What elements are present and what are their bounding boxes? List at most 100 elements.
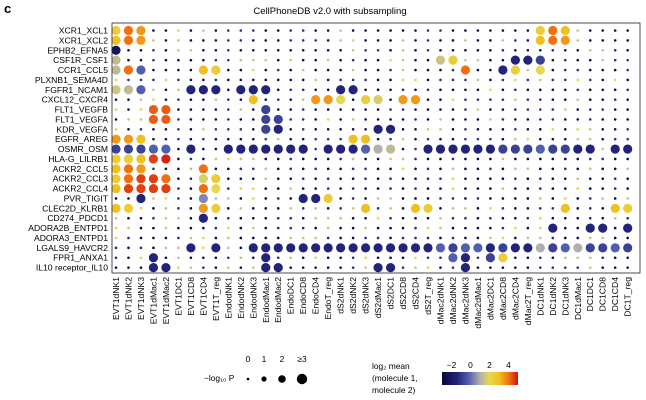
dot-XCR1_XCL2-dMac2dMac1 [476,39,480,42]
dot-KDR_VEGFA-dMac2CD8 [501,128,505,131]
dot-FPR1_ANXA1-DC1T_reg [626,256,629,260]
dot-PVR_TIGIT-EVT1CD8 [189,197,193,200]
dot-EGFR_AREG-EVT1dNK3 [136,134,146,144]
dot-XCR1_XCL2-EVT1dNK1 [111,35,121,45]
dot-PLXNB1_SEMA4D-EndodNK3 [251,78,255,82]
dot-HLA-G_LILRB1-dMac2CD4 [514,157,517,161]
dot-IL10 receptor_IL10-EVT1dNK3 [139,266,143,269]
dot-ADORA2B_ENTPD1-dMac2T_reg [526,226,530,230]
dot-ACKR2_CCL3-EVT1T_reg [211,174,221,184]
dot-OSMR_OSM-dS2DC1 [385,144,396,154]
dot-CCR1_CCL5-dS2dNK2 [351,68,355,72]
dot-ACKR2_CCL4-dMac2T_reg [526,187,530,190]
dot-ACKR2_CCL4-dS2DC1 [389,187,392,190]
dot-ADORA2B_ENTPD1-dS2DC1 [389,226,392,230]
dot-EPHB2_EFNA5-EndodMac1 [264,48,268,52]
dot-CCR1_CCL5-dS2dMac1 [376,68,380,72]
dot-XCR1_XCL2-EVT1CD4 [202,39,205,42]
dot-KDR_VEGFA-EVT1dNK3 [139,128,143,131]
dot-CLEC2D_KLRB1-EndoCD8 [301,207,305,210]
dot-EPHB2_EFNA5-EndoT_reg [326,48,330,52]
dot-HLA-G_LILRB1-dMac2CD8 [501,157,505,161]
dot-CCR1_CCL5-DC1CD4 [613,68,617,72]
dot-FLT1_VEGFA-EVT1dNK3 [139,118,143,121]
dot-CXCL12_CXCR4-EVT1CD8 [189,98,193,101]
dot-CLEC2D_KLRB1-dMac2dNK3 [464,207,467,210]
dot-CD274_PDCD1-DC1dNK1 [539,216,542,220]
dot-XCR1_XCL1-EVT1CD8 [189,29,193,32]
dot-FLT1_VEGFA-EndodNK1 [227,118,230,121]
dot-CD274_PDCD1-dS2CD4 [414,216,417,220]
dot-CXCL12_CXCR4-dMac2dNK1 [439,98,442,101]
column-label: dS2dMac1 [373,277,383,318]
dot-XCR1_XCL2-dS2CD4 [414,39,417,42]
dot-ADORA2B_ENTPD1-EVT1dNK3 [139,226,143,230]
dot-EPHB2_EFNA5-dMac2dNK1 [439,48,442,52]
column-label: DC1DC1 [585,277,595,312]
dot-IL10 receptor_IL10-DC1dMac1 [576,266,580,269]
dot-ACKR2_CCL4-EndodNK1 [227,187,230,190]
dot-EPHB2_EFNA5-EVT1dNK3 [139,48,143,52]
dot-FLT1_VEGFA-EVT1CD4 [202,118,205,121]
dot-FLT1_VEGFA-DC1T_reg [626,118,629,121]
dot-CLEC2D_KLRB1-EVT1dNK3 [139,207,143,210]
dot-ACKR2_CCL3-DC1dMac1 [576,177,580,180]
dot-LGALS9_HAVCR2-DC1CD4 [610,243,620,253]
dot-FGFR1_NCAM1-EVT1dNK1 [111,85,121,95]
dot-CLEC2D_KLRB1-EVT1dMac2 [164,207,168,210]
dot-KDR_VEGFA-DC1DC1 [588,128,592,131]
dot-EPHB2_EFNA5-dS2dNK1 [339,48,342,52]
dot-CSF1R_CSF1-dMac2dNK2 [448,55,458,65]
dot-CXCL12_CXCR4-dMac2dMac1 [476,98,480,101]
dot-KDR_VEGFA-EndodNK2 [239,128,243,131]
dot-XCR1_XCL2-dS2DC1 [389,39,392,42]
dot-FLT1_VEGFB-EVT1DC1 [177,108,180,111]
dot-KDR_VEGFA-EVT1dNK1 [114,128,118,131]
dot-ADORA2B_ENTPD1-EndoDC1 [289,226,293,230]
dot-CXCL12_CXCR4-dS2dNK1 [336,95,346,105]
dot-FLT1_VEGFB-dS2CD4 [414,108,417,111]
dot-PVR_TIGIT-dMac2dMac1 [476,197,480,200]
dot-FLT1_VEGFB-dMac2CD8 [501,108,505,111]
dot-KDR_VEGFA-dMac2T_reg [526,128,530,131]
dot-OSMR_OSM-EndoT_reg [323,144,333,154]
dot-IL10 receptor_IL10-dS2CD4 [414,266,417,269]
dot-FGFR1_NCAM1-dMac2dNK2 [451,88,455,92]
dot-PVR_TIGIT-dS2dMac1 [376,197,380,200]
dot-FLT1_VEGFA-dS2dNK3 [364,118,367,121]
dot-PVR_TIGIT-dMac2T_reg [526,197,530,200]
dot-XCR1_XCL2-EVT1dNK3 [136,35,146,45]
dot-IL10 receptor_IL10-EndodNK2 [239,266,243,269]
dot-XCR1_XCL2-EVT1dMac1 [152,39,155,42]
dot-CSF1R_CSF1-DC1CD8 [601,58,605,62]
dot-IL10 receptor_IL10-DC1DC1 [588,266,592,269]
dot-LGALS9_HAVCR2-DC1dNK1 [535,243,545,253]
dot-OSMR_OSM-EndoCD8 [298,144,308,154]
dot-FLT1_VEGFA-DC1dMac1 [576,118,580,121]
dot-HLA-G_LILRB1-DC1T_reg [626,157,629,161]
dot-ACKR2_CCL4-dMac2CD4 [514,187,517,190]
dot-CLEC2D_KLRB1-EVT1CD8 [189,207,193,210]
dot-HLA-G_LILRB1-DC1dNK2 [551,157,555,161]
dot-IL10 receptor_IL10-EVT1dMac2 [161,263,171,273]
dot-OSMR_OSM-dMac2dNK3 [460,144,471,154]
dot-FLT1_VEGFA-dS2dMac1 [376,118,380,121]
dot-CD274_PDCD1-EVT1CD4 [198,213,208,223]
dot-ACKR2_CCL5-DC1dNK1 [539,167,542,171]
color-legend-title-1: log₂ mean [372,361,410,371]
dot-XCR1_XCL1-dMac2T_reg [526,29,530,32]
row-label: PLXNB1_SEMA4D [35,75,108,85]
dot-PLXNB1_SEMA4D-EndoCD8 [301,78,305,82]
dot-EPHB2_EFNA5-DC1DC1 [588,48,592,52]
dot-ADORA3_ENTPD1-EndodMac2 [276,236,280,240]
dot-KDR_VEGFA-DC1dNK3 [563,128,567,131]
dot-FPR1_ANXA1-EVT1dNK2 [127,256,130,260]
dot-ADORA3_ENTPD1-EndodNK2 [239,236,243,240]
dot-EPHB2_EFNA5-EVT1CD4 [202,48,205,52]
size-legend-value: ≥3 [297,354,307,364]
dot-KDR_VEGFA-EndoDC1 [289,128,293,131]
dot-PLXNB1_SEMA4D-DC1CD8 [601,78,605,82]
dot-OSMR_OSM-EVT1dMac1 [148,144,159,154]
dot-XCR1_XCL2-dMac2DC1 [489,39,492,42]
dot-OSMR_OSM-DC1dNK2 [548,144,558,154]
